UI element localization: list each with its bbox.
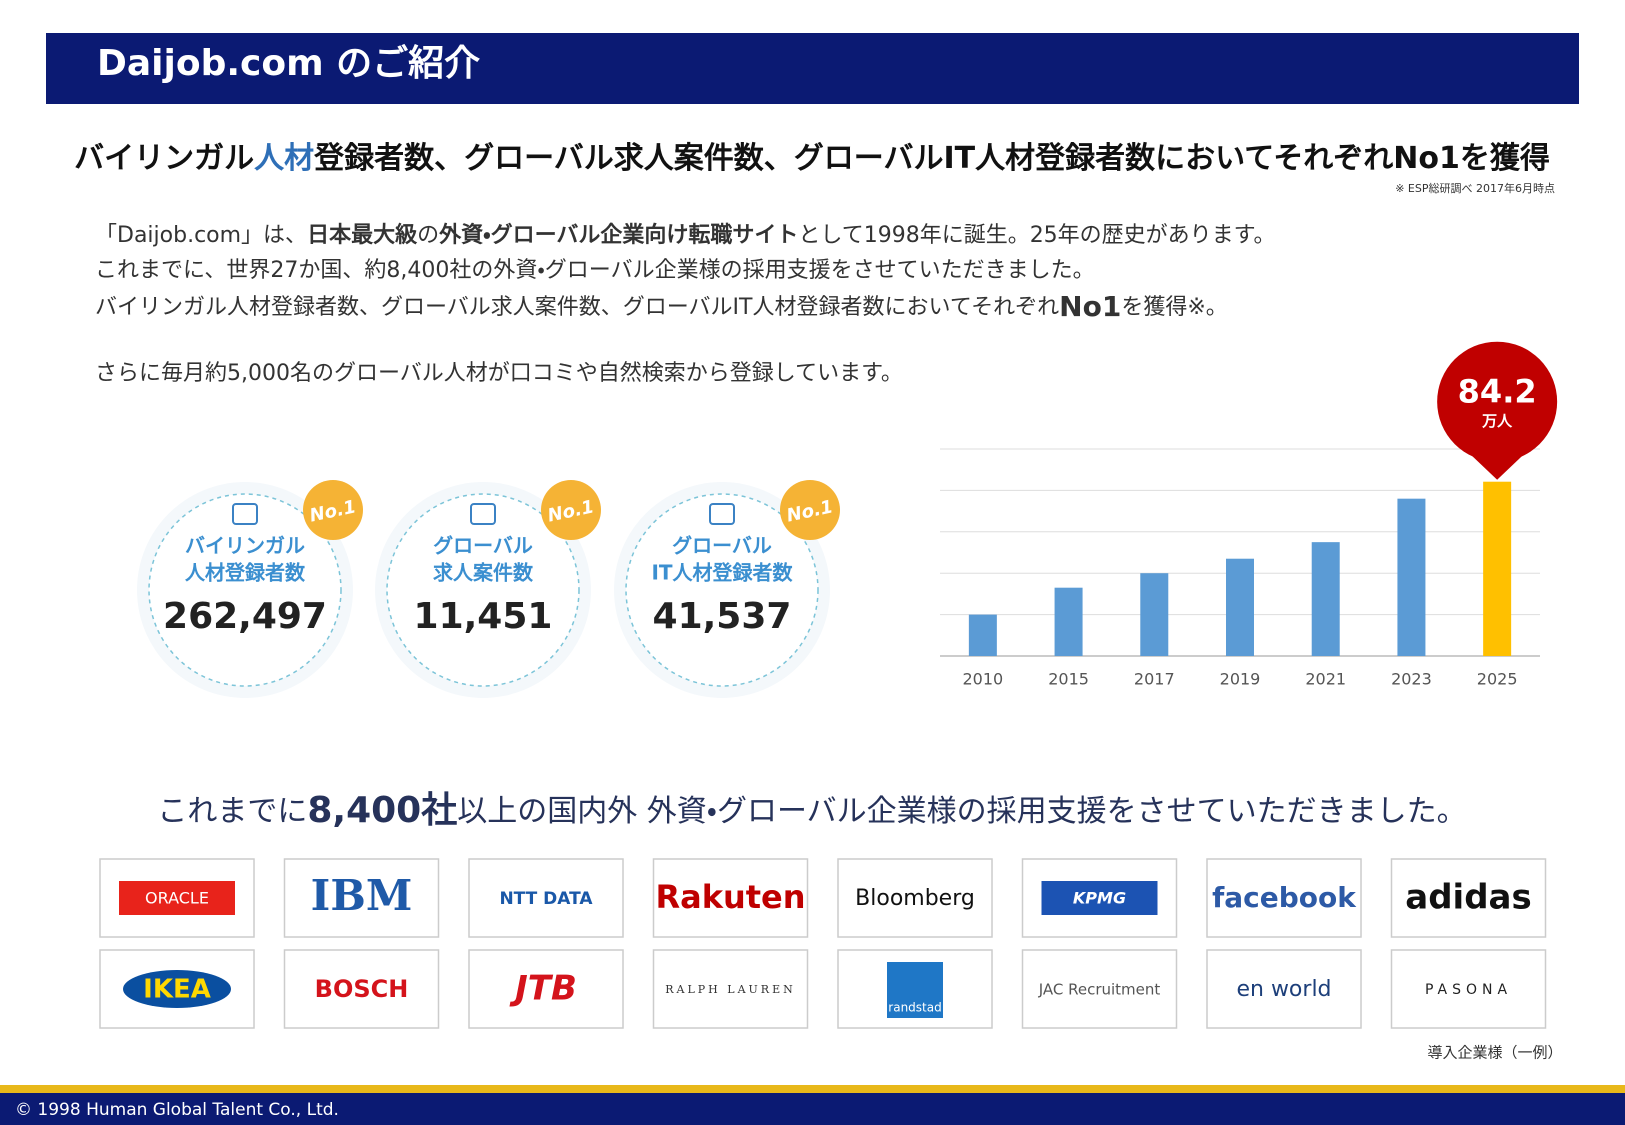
- stat-badge: [303, 480, 363, 540]
- logo-box: [468, 949, 624, 1029]
- logo-box: [1206, 949, 1362, 1029]
- bar: [1226, 558, 1254, 656]
- headline-part: 登録者数、グローバル求人案件数、グローバルIT人材登録者数においてそれぞれNo1…: [313, 141, 1550, 176]
- bar: [1483, 481, 1512, 656]
- logo-text: JTB: [509, 969, 577, 1009]
- stat-icon: [470, 503, 496, 525]
- clients-heading-part: 以上の国内外 外資・グローバル企業様の採用支援をさせていただきました。: [457, 794, 1466, 829]
- bar: [1140, 573, 1169, 656]
- logo-shape: [1041, 881, 1158, 915]
- logo-text: Rakuten: [655, 878, 805, 916]
- value-label: 84.2: [1458, 373, 1537, 411]
- logo-box: [1206, 858, 1362, 938]
- footer-band: [0, 1093, 1625, 1125]
- clients-heading: これまでに8,400社以上の国内外 外資・グローバル企業様の採用支援をさせていた…: [157, 790, 1466, 831]
- logo-text: adidas: [1405, 878, 1531, 918]
- paragraph-segment: 日本最大級: [307, 222, 418, 248]
- stat-label: グローバル: [672, 534, 772, 558]
- logo-text: PASONA: [1425, 982, 1512, 998]
- stat-label: グローバル: [433, 534, 533, 558]
- stat-value: 262,497: [163, 596, 327, 637]
- logo-box: [1390, 858, 1547, 938]
- logo-shape: [123, 970, 231, 1008]
- logo-box: [283, 858, 440, 938]
- paragraph: さらに毎月約5,000名のグローバル人材が口コミや自然検索から登録しています。: [95, 361, 903, 386]
- logo-text: randstad: [888, 1001, 941, 1015]
- logo-text: IBM: [311, 871, 413, 920]
- logo-text: NTT DATA: [499, 889, 593, 909]
- headline-part: 人材: [253, 141, 314, 176]
- bar: [1311, 542, 1340, 656]
- logo-box: [468, 858, 624, 938]
- headline-note: ※ ESP総研調べ 2017年6月時点: [1395, 181, 1555, 195]
- paragraph: バイリンガル人材登録者数、グローバル求人案件数、グローバルIT人材登録者数におい…: [95, 290, 1228, 323]
- stat-value: 11,451: [414, 596, 553, 637]
- logo-text: en world: [1236, 977, 1331, 1002]
- logo-text: BOSCH: [315, 975, 409, 1003]
- stat-label: 求人案件数: [433, 561, 534, 585]
- footer-accent: [0, 1085, 1625, 1093]
- bar: [1397, 498, 1426, 656]
- x-tick-label: 2021: [1305, 670, 1346, 689]
- logo-text: facebook: [1212, 881, 1357, 914]
- clients-heading-part: これまでに: [157, 794, 307, 829]
- x-tick-label: 2023: [1391, 670, 1432, 689]
- logo-shape: [887, 962, 943, 1018]
- bar: [1054, 587, 1083, 656]
- logo-box: [1021, 949, 1178, 1029]
- logo-box: [283, 949, 440, 1029]
- clients-heading-part: 8,400社: [307, 790, 457, 831]
- stat-badge: [541, 480, 601, 540]
- logo-box: [652, 949, 809, 1029]
- logo-box: [837, 858, 993, 938]
- logo-text: Bloomberg: [855, 886, 975, 911]
- paragraph-segment: 「Daijob.com」は、: [95, 223, 307, 248]
- logo-box: [652, 858, 809, 938]
- logo-box: [1390, 949, 1547, 1029]
- stat-badge: [780, 480, 840, 540]
- logo-text: ORACLE: [145, 889, 209, 908]
- header-title: Daijob.com のご紹介: [97, 43, 480, 84]
- stat-circle: [148, 493, 342, 687]
- paragraph-segment: これまでに、世界27か国、約8,400社の外資・グローバル企業様の採用支援をさせ…: [95, 258, 1095, 283]
- logo-text: IKEA: [143, 975, 211, 1005]
- copyright: © 1998 Human Global Talent Co., Ltd.: [15, 1100, 339, 1120]
- x-tick-label: 2010: [962, 670, 1003, 689]
- stat-circle: [386, 493, 580, 687]
- stat-label: バイリンガル: [185, 534, 305, 558]
- x-tick-label: 2019: [1220, 670, 1261, 689]
- stat-icon: [709, 503, 735, 525]
- paragraph-segment: さらに毎月約5,000名のグローバル人材が口コミや自然検索から登録しています。: [95, 361, 903, 386]
- stat-icon: [232, 503, 258, 525]
- headline-part: バイリンガル: [74, 141, 254, 176]
- x-tick-label: 2015: [1048, 670, 1089, 689]
- value-unit: 万人: [1481, 412, 1513, 430]
- logo-text: RALPH LAUREN: [665, 983, 795, 996]
- header-band: [46, 33, 1579, 104]
- paragraph-segment: No1: [1059, 290, 1121, 323]
- paragraph-segment: の: [417, 223, 439, 248]
- paragraph-segment: を獲得※。: [1121, 295, 1227, 320]
- logo-text: KPMG: [1073, 889, 1126, 908]
- stat-label: 人材登録者数: [184, 561, 306, 585]
- paragraph-segment: 外資・グローバル企業向け転職サイト: [438, 222, 798, 248]
- value-balloon: [1437, 341, 1558, 462]
- paragraph-segment: バイリンガル人材登録者数、グローバル求人案件数、グローバルIT人材登録者数におい…: [95, 295, 1059, 320]
- logo-shape: [119, 881, 235, 915]
- stat-label: IT人材登録者数: [651, 561, 793, 585]
- logo-caption: 導入企業様（一例）: [1427, 1044, 1562, 1062]
- bar: [968, 614, 997, 656]
- stat-value: 41,537: [653, 596, 792, 637]
- x-tick-label: 2025: [1477, 670, 1518, 689]
- paragraph: これまでに、世界27か国、約8,400社の外資・グローバル企業様の採用支援をさせ…: [95, 258, 1095, 283]
- paragraph-segment: として1998年に誕生。25年の歴史があります。: [798, 223, 1275, 248]
- stat-circle: [625, 493, 819, 687]
- logo-text: JAC Recruitment: [1038, 981, 1161, 999]
- headline: バイリンガル人材登録者数、グローバル求人案件数、グローバルIT人材登録者数におい…: [74, 141, 1550, 176]
- x-tick-label: 2017: [1134, 670, 1175, 689]
- paragraph: 「Daijob.com」は、日本最大級の外資・グローバル企業向け転職サイトとして…: [95, 222, 1275, 248]
